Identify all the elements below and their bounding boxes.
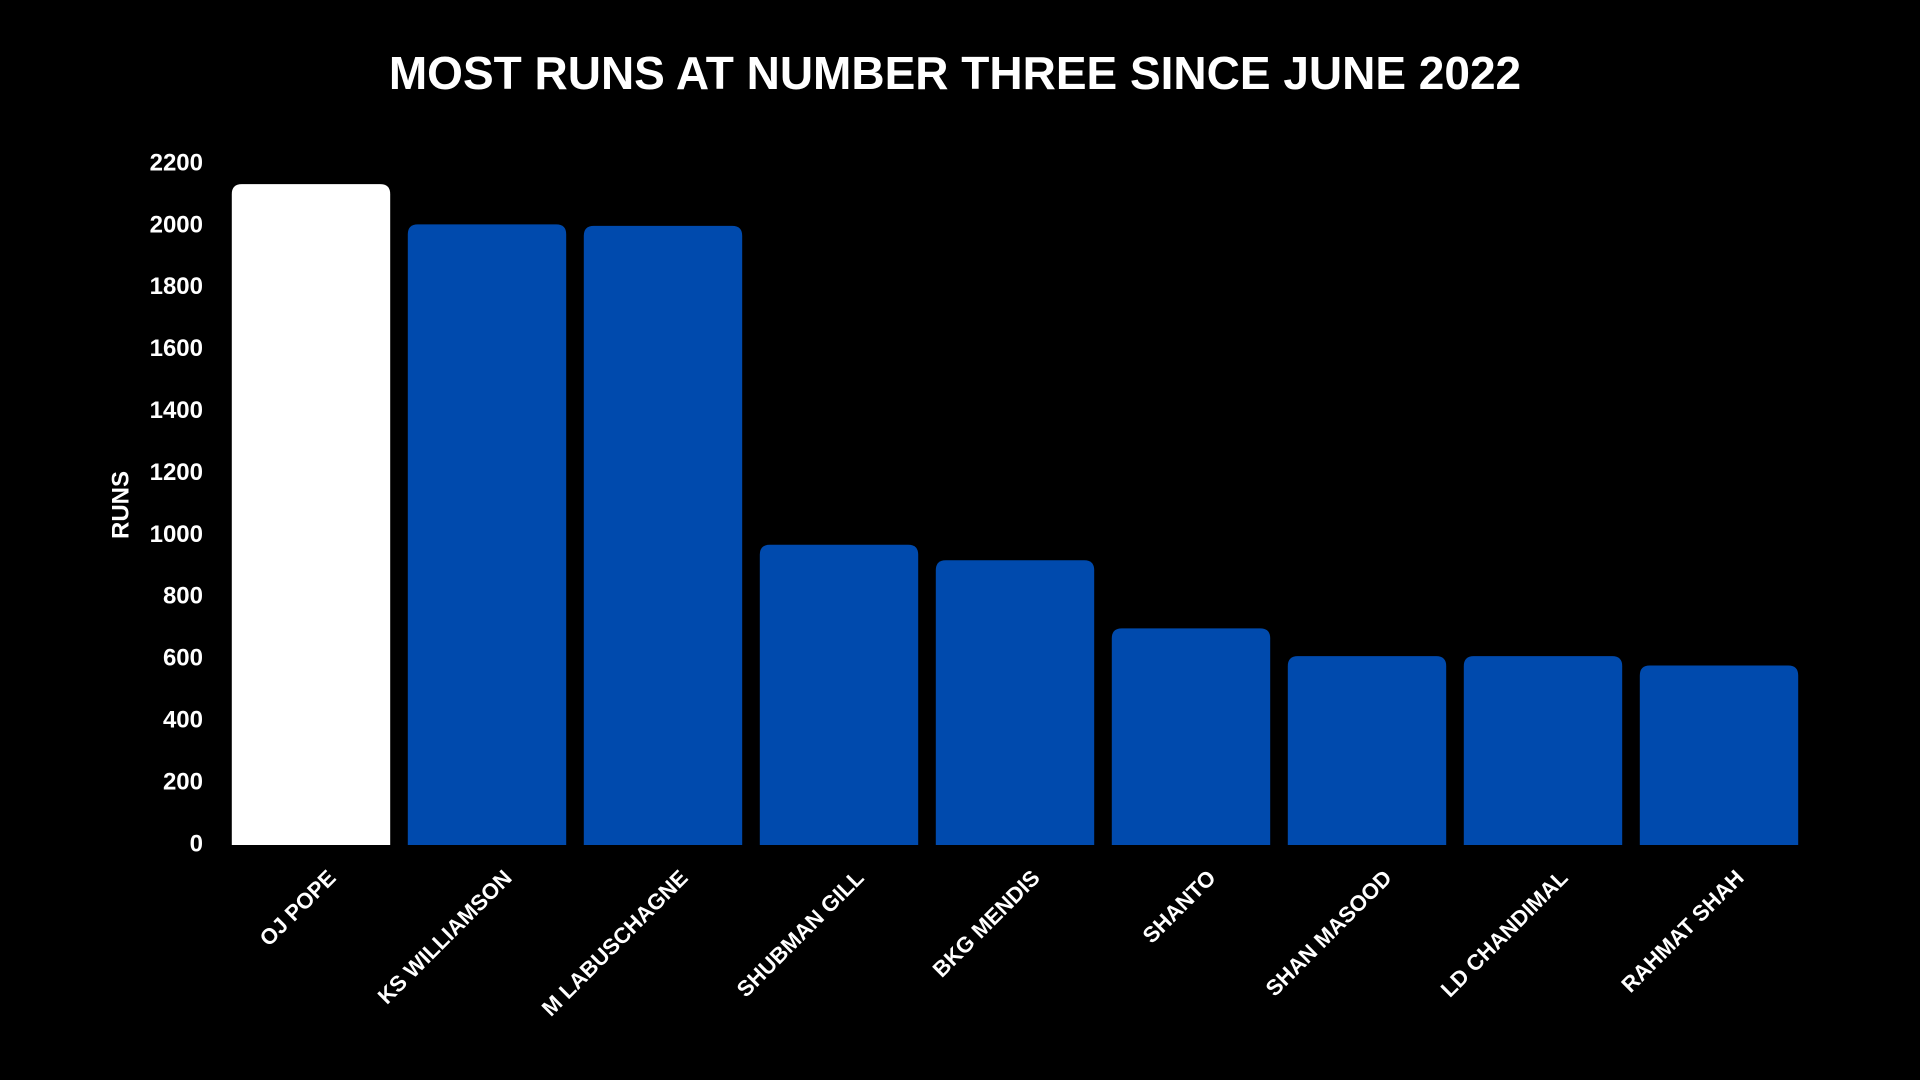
y-tick-label: 1200 xyxy=(150,459,203,486)
y-tick-label: 600 xyxy=(163,645,203,672)
y-tick-label: 1000 xyxy=(150,521,203,548)
y-tick-label: 2000 xyxy=(150,211,203,238)
bar xyxy=(1639,665,1799,845)
chart-title: MOST RUNS AT NUMBER THREE SINCE JUNE 202… xyxy=(389,47,1521,99)
y-tick-label: 1400 xyxy=(150,397,203,424)
y-tick-label: 0 xyxy=(190,830,203,857)
y-tick-label: 800 xyxy=(163,583,203,610)
bar xyxy=(935,560,1095,845)
y-axis-label: RUNS xyxy=(107,471,134,539)
bar xyxy=(583,225,743,846)
bar xyxy=(407,224,567,846)
bar xyxy=(231,184,391,845)
bar xyxy=(1287,656,1447,845)
y-tick-label: 2200 xyxy=(150,149,203,176)
y-tick-label: 200 xyxy=(163,768,203,795)
bar xyxy=(759,544,919,845)
y-tick-label: 1800 xyxy=(150,273,203,300)
y-tick-label: 1600 xyxy=(150,335,203,362)
y-tick-label: 400 xyxy=(163,707,203,734)
bar xyxy=(1111,628,1271,845)
bar xyxy=(1463,656,1623,845)
